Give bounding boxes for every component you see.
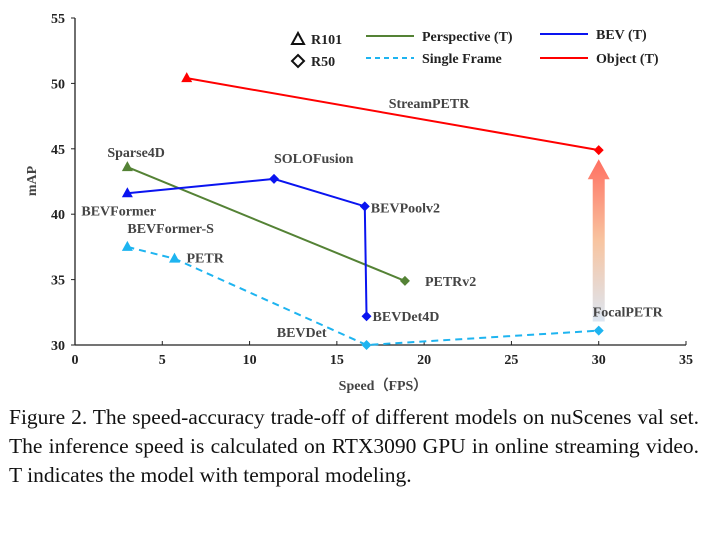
triangle-marker	[181, 72, 193, 83]
figure-caption: Figure 2. The speed-accuracy trade-off o…	[9, 405, 699, 487]
diamond-marker	[593, 145, 604, 156]
series-bev-t-: BEVFormer SOLOFusion BEVPoolv2 BEVDet4D	[81, 152, 440, 325]
point-label: BEVDet4D	[373, 310, 440, 325]
y-tick-label: 50	[51, 77, 65, 92]
x-tick-label: 30	[592, 353, 606, 368]
diamond-marker	[361, 340, 372, 350]
y-tick-label: 30	[51, 339, 65, 354]
point-label: StreamPETR	[389, 97, 471, 112]
legend-label: BEV (T)	[596, 28, 647, 43]
point-label: BEVFormer	[81, 204, 156, 219]
series-line	[186, 77, 599, 152]
x-tick-label: 35	[679, 353, 693, 368]
point-label: BEVFormer-S	[127, 222, 214, 237]
series-line	[127, 245, 599, 347]
triangle-marker	[121, 240, 133, 251]
speed-accuracy-chart: 0 5 10 15 20 25 30 35 30 35 40 45 50 55 Sparse4D PETRv…	[25, 12, 693, 394]
series-line	[127, 177, 368, 317]
diamond-marker	[359, 201, 370, 212]
y-tick-label: 40	[51, 208, 65, 223]
legend-label: R50	[311, 55, 335, 70]
x-tick-label: 10	[243, 353, 257, 368]
legend-diamond-icon	[290, 53, 306, 69]
series-line	[126, 166, 406, 282]
point-label: PETRv2	[425, 275, 476, 290]
diamond-marker	[399, 275, 410, 286]
x-axis-label: Speed（FPS）	[339, 378, 428, 394]
series-single-frame: BEVFormer-S PETR BEVDet FocalPETR	[121, 222, 664, 350]
triangle-marker	[169, 252, 181, 263]
diamond-marker	[269, 173, 280, 184]
triangle-marker	[121, 161, 133, 172]
triangle-marker	[121, 187, 133, 198]
series-perspective-t-: Sparse4D PETRv2	[107, 146, 476, 290]
y-tick-label: 35	[51, 274, 65, 289]
legend-triangle-icon	[290, 30, 306, 45]
x-tick-label: 25	[504, 353, 518, 368]
x-tick-label: 20	[417, 353, 431, 368]
point-label: PETR	[187, 252, 225, 267]
point-label: BEVDet	[277, 326, 327, 341]
x-tick-label: 15	[330, 353, 344, 368]
y-axis-label: mAP	[25, 165, 40, 196]
legend-label: Single Frame	[422, 52, 502, 67]
legend-label: R101	[311, 33, 342, 48]
point-label: SOLOFusion	[274, 152, 354, 167]
x-tick-label: 0	[72, 353, 79, 368]
legend-label: Object (T)	[596, 52, 659, 67]
legend-label: Perspective (T)	[422, 30, 513, 45]
series-object-t-: StreamPETR	[181, 72, 604, 156]
y-tick-label: 45	[51, 143, 65, 158]
diamond-marker	[593, 325, 604, 336]
point-label: BEVPoolv2	[371, 201, 440, 216]
diamond-marker	[361, 311, 372, 322]
point-label: FocalPETR	[593, 306, 664, 321]
point-label: Sparse4D	[107, 146, 165, 161]
x-tick-label: 5	[159, 353, 166, 368]
y-tick-label: 55	[51, 12, 65, 27]
improvement-arrow	[587, 159, 610, 322]
